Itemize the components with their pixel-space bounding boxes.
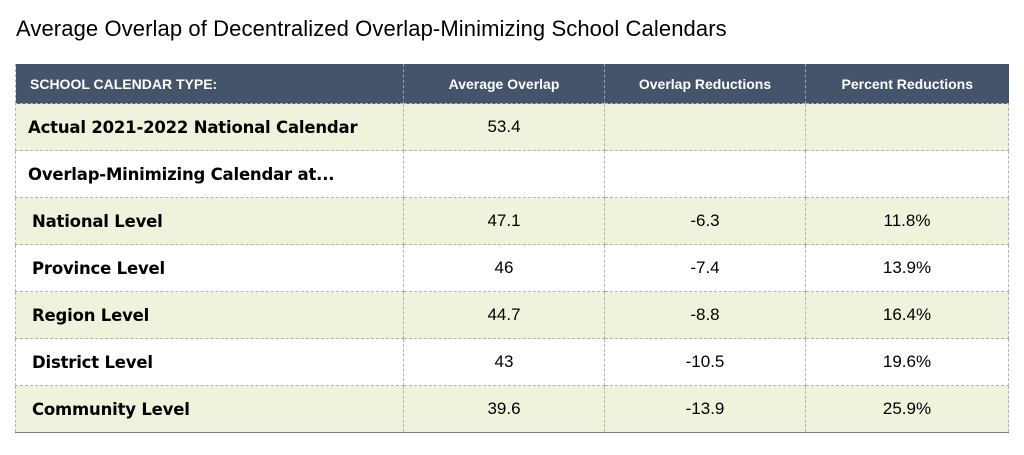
average-overlap-cell: 43 [403,338,605,386]
row-label: Overlap-Minimizing Calendar at... [15,150,404,198]
row-label: Region Level [15,291,404,339]
average-overlap-cell: 44.7 [403,291,605,339]
row-label: District Level [15,338,404,386]
percent-reduction-cell: 11.8% [805,197,1009,245]
percent-reduction-cell [805,103,1009,151]
header-row: SCHOOL CALENDAR TYPE: Average Overlap Ov… [15,64,1009,104]
percent-reduction-cell: 13.9% [805,244,1009,292]
overlap-reduction-cell: -13.9 [604,385,806,433]
overlap-reduction-cell [604,103,806,151]
overlap-reduction-cell [604,150,806,198]
row-label: Community Level [15,385,404,433]
percent-reduction-cell: 16.4% [805,291,1009,339]
table-row: Region Level 44.7 -8.8 16.4% [15,291,1009,339]
table-row: Community Level 39.6 -13.9 25.9% [15,385,1009,433]
row-label: Actual 2021-2022 National Calendar [15,103,404,151]
table-row: District Level 43 -10.5 19.6% [15,338,1009,386]
row-label: National Level [15,197,404,245]
overlap-reduction-cell: -7.4 [604,244,806,292]
row-label: Province Level [15,244,404,292]
header-average-overlap: Average Overlap [403,64,605,104]
overlap-table: SCHOOL CALENDAR TYPE: Average Overlap Ov… [15,64,1009,433]
percent-reduction-cell [805,150,1009,198]
table-row: Province Level 46 -7.4 13.9% [15,244,1009,292]
table-row: Actual 2021-2022 National Calendar 53.4 [15,103,1009,151]
average-overlap-cell: 39.6 [403,385,605,433]
percent-reduction-cell: 25.9% [805,385,1009,433]
overlap-reduction-cell: -6.3 [604,197,806,245]
chart-title: Average Overlap of Decentralized Overlap… [16,16,727,41]
average-overlap-cell [403,150,605,198]
percent-reduction-cell: 19.6% [805,338,1009,386]
header-percent-reductions: Percent Reductions [805,64,1009,104]
header-calendar-type: SCHOOL CALENDAR TYPE: [15,64,404,104]
header-overlap-reductions: Overlap Reductions [604,64,806,104]
average-overlap-cell: 46 [403,244,605,292]
average-overlap-cell: 47.1 [403,197,605,245]
overlap-reduction-cell: -8.8 [604,291,806,339]
average-overlap-cell: 53.4 [403,103,605,151]
table-row: Overlap-Minimizing Calendar at... [15,150,1009,198]
overlap-reduction-cell: -10.5 [604,338,806,386]
table-row: National Level 47.1 -6.3 11.8% [15,197,1009,245]
